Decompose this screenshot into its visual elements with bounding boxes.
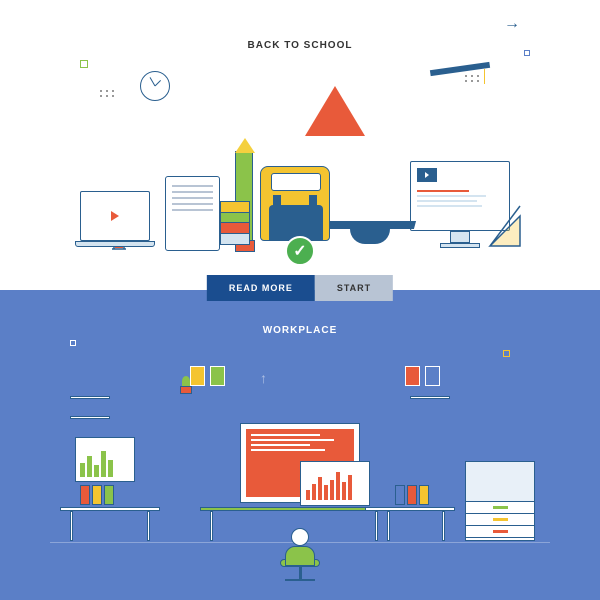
- laptop-chart-icon: [300, 461, 370, 506]
- cabinet-icon: [465, 461, 535, 541]
- plant-icon: [180, 376, 192, 394]
- laptop-icon: [80, 191, 160, 251]
- button-row: READ MORE START: [207, 275, 393, 301]
- tablet-icon: [165, 176, 220, 251]
- triangle-ruler-icon: [305, 86, 365, 136]
- checkmark-badge-icon: ✓: [285, 236, 315, 266]
- right-desk-icon: [365, 485, 455, 541]
- workplace-illustration: [50, 361, 550, 561]
- left-desk-icon: [60, 437, 160, 541]
- read-more-button[interactable]: READ MORE: [207, 275, 315, 301]
- wall-frame-icon: [405, 366, 420, 386]
- clock-icon: [140, 71, 170, 101]
- shelf-icon: [70, 416, 110, 419]
- ruler-set-icon: [485, 201, 525, 251]
- person-icon: [280, 528, 320, 566]
- wall-frame-icon: [210, 366, 225, 386]
- workplace-title: WORKPLACE: [263, 325, 338, 336]
- start-button[interactable]: START: [315, 275, 393, 301]
- shelf-icon: [70, 396, 110, 399]
- books-icon: [220, 201, 250, 251]
- school-title: BACK TO SCHOOL: [248, 40, 353, 51]
- workplace-section: READ MORE START WORKPLACE ↑: [0, 290, 600, 600]
- wall-frame-icon: [425, 366, 440, 386]
- back-to-school-section: BACK TO SCHOOL →: [0, 0, 600, 290]
- graduation-cap-icon: [325, 221, 415, 246]
- deco-square-icon: [524, 50, 530, 56]
- arrow-right-icon: →: [504, 15, 520, 33]
- deco-square-icon: [503, 350, 510, 357]
- deco-square-icon: [80, 60, 88, 68]
- shelf-icon: [410, 396, 450, 399]
- graduation-cap-top-icon: [430, 66, 490, 72]
- wall-frame-icon: [190, 366, 205, 386]
- deco-square-icon: [70, 340, 76, 346]
- school-illustration: ✓: [60, 81, 540, 261]
